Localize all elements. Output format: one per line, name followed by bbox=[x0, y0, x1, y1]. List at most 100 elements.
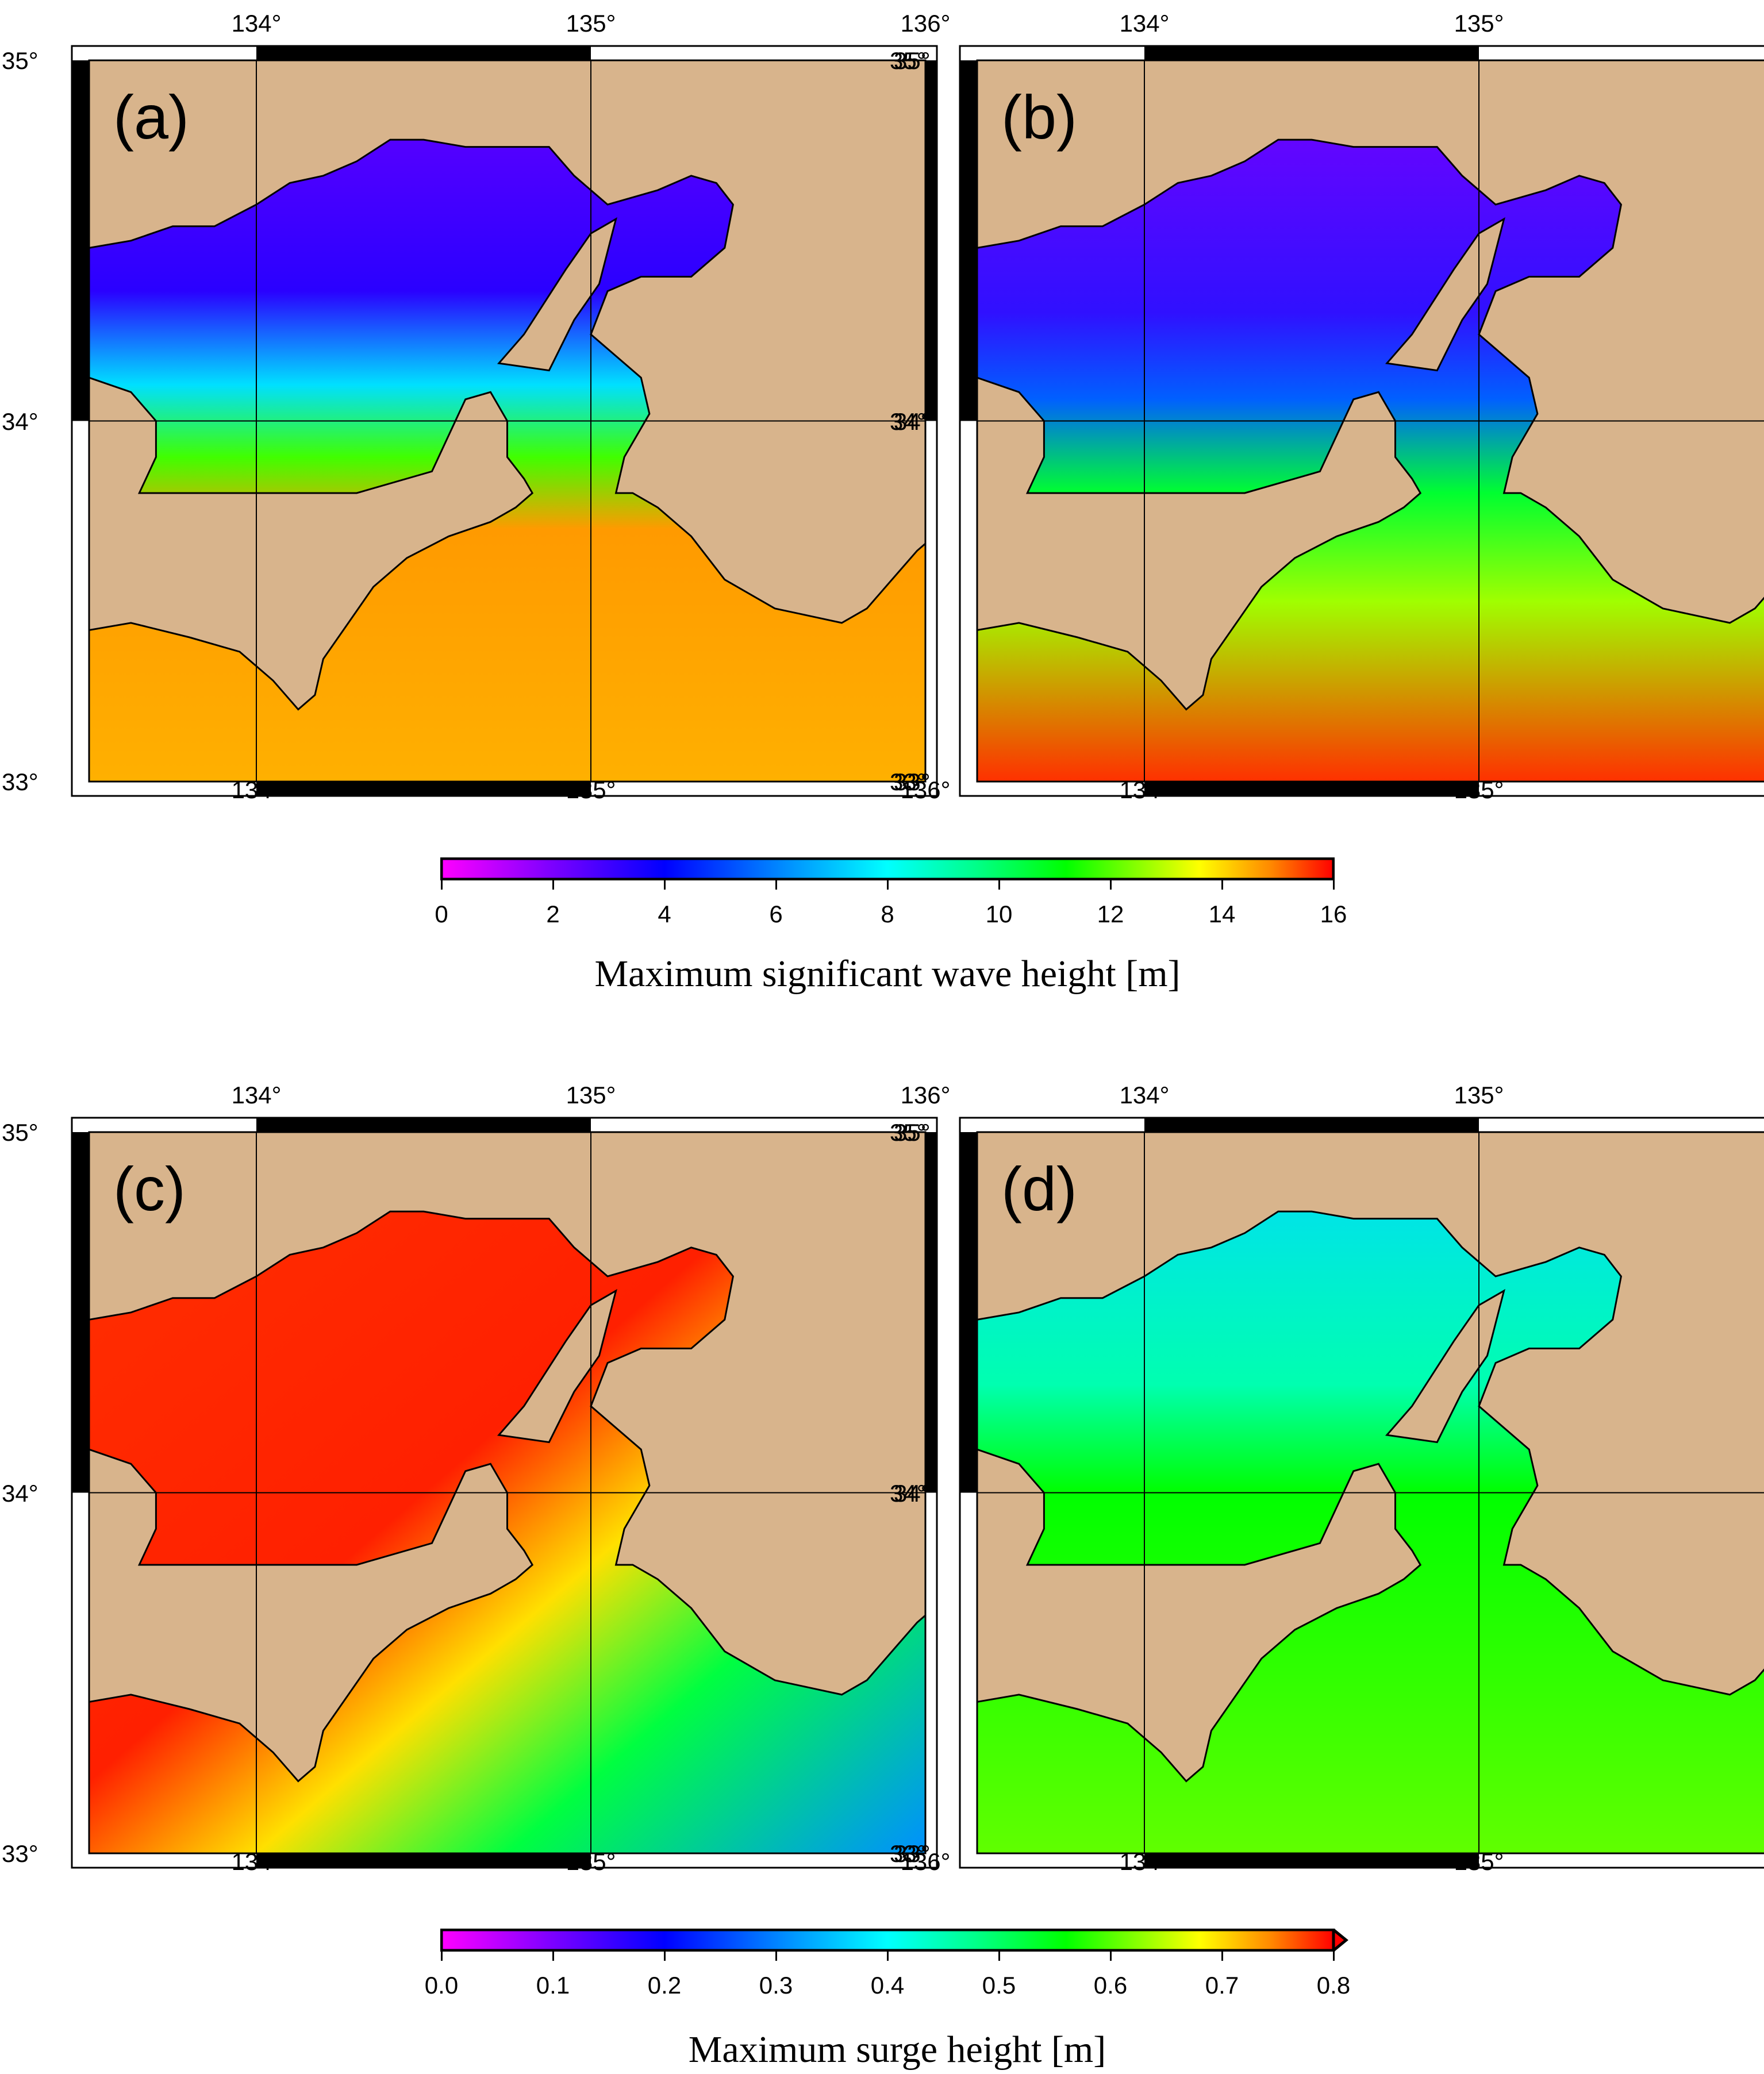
colorbar-tick-mark bbox=[775, 880, 777, 890]
colorbar-tick-mark bbox=[887, 1952, 889, 1961]
colorbar-tick-mark bbox=[552, 1952, 554, 1961]
surge-colorbar: 0.0 0.1 0.2 0.3 0.4 0.5 0.6 0.7 0.8 Maximum surg… bbox=[425, 1929, 1354, 2072]
colorbar-tick-mark bbox=[1110, 1952, 1112, 1961]
lon-tick-label: 134° bbox=[231, 1848, 282, 1875]
lon-tick-label: 135° bbox=[1454, 776, 1504, 803]
lon-tick-label: 135° bbox=[566, 10, 616, 37]
lon-tick-label: 135° bbox=[566, 776, 616, 803]
map-canvas bbox=[71, 1117, 938, 1869]
lat-tick-label: 35° bbox=[2, 47, 39, 74]
lat-tick-label: 34° bbox=[890, 407, 927, 435]
colorbar-tick-label: 0.8 bbox=[1316, 1972, 1351, 1999]
colorbar-tick-mark bbox=[552, 880, 554, 890]
map-panel: (c) 134° 135° 136° 134° 135° 136° 35° 34° 33° 35° 3… bbox=[2, 1083, 950, 1888]
colorbar-tick-label: 8 bbox=[881, 901, 894, 928]
colorbar-tick-mark bbox=[998, 1952, 1000, 1961]
lat-tick-label: 35° bbox=[890, 47, 927, 74]
frame-bar bbox=[256, 46, 591, 60]
colorbar-tick-label: 0.0 bbox=[424, 1972, 459, 1999]
colorbar-tick-mark bbox=[1110, 880, 1112, 890]
map-canvas bbox=[71, 45, 938, 797]
colorbar-tick-label: 6 bbox=[769, 901, 783, 928]
lat-tick-label: 33° bbox=[890, 1840, 927, 1867]
frame-bar bbox=[256, 1853, 591, 1868]
lat-tick-label: 35° bbox=[894, 47, 931, 74]
colorbar-tick-label: 10 bbox=[985, 901, 1013, 928]
colorbar-tick-mark bbox=[664, 880, 666, 890]
lon-tick-label: 135° bbox=[1454, 1848, 1504, 1875]
lon-tick-label: 135° bbox=[566, 1082, 616, 1109]
lon-tick-label: 136° bbox=[900, 1848, 951, 1875]
frame-bar bbox=[925, 1132, 937, 1493]
colorbar-tick-label: 2 bbox=[546, 901, 560, 928]
panel-label: (d) bbox=[1001, 1154, 1077, 1223]
map-canvas bbox=[959, 45, 1764, 797]
lon-tick-label: 135° bbox=[1454, 1082, 1504, 1109]
colorbar-tick-mark bbox=[887, 880, 889, 890]
lon-tick-label: 135° bbox=[566, 1848, 616, 1875]
land-shikoku bbox=[88, 376, 534, 711]
land-honshu bbox=[976, 59, 1764, 624]
colorbar-tick-mark bbox=[441, 880, 443, 890]
frame-bar bbox=[72, 60, 89, 421]
frame-bar bbox=[925, 60, 937, 421]
colorbar-tick-label: 0.4 bbox=[870, 1972, 905, 1999]
lon-tick-label: 136° bbox=[900, 776, 951, 803]
lat-tick-label: 35° bbox=[894, 1119, 931, 1146]
map-canvas bbox=[959, 1117, 1764, 1869]
colorbar-tick-label: 0.7 bbox=[1205, 1972, 1239, 1999]
colorbar-tick-mark bbox=[1221, 1952, 1223, 1961]
colorbar-tick-label: 0.2 bbox=[647, 1972, 682, 1999]
colorbar-tick-mark bbox=[664, 1952, 666, 1961]
map-panel: (a) 134° 135° 136° 134° 135° 136° 35° 34° 33° 35° 3… bbox=[2, 11, 950, 816]
colorbar-tick-mark bbox=[775, 1952, 777, 1961]
wave-colorbar-gradient bbox=[440, 857, 1335, 880]
colorbar-tick-mark bbox=[441, 1952, 443, 1961]
lon-tick-label: 134° bbox=[1119, 1082, 1170, 1109]
lon-tick-label: 135° bbox=[1454, 10, 1504, 37]
colorbar-tick-label: 0.5 bbox=[982, 1972, 1016, 1999]
surge-colorbar-gradient bbox=[440, 1929, 1348, 1952]
frame-bar bbox=[1144, 1118, 1479, 1132]
colorbar-tick-label: 0.3 bbox=[759, 1972, 793, 1999]
lat-tick-label: 35° bbox=[2, 1119, 39, 1146]
land-shikoku bbox=[88, 1448, 534, 1783]
lat-tick-label: 35° bbox=[890, 1119, 927, 1146]
frame-bar bbox=[1144, 1853, 1479, 1868]
colorbar-tick-label: 14 bbox=[1208, 901, 1236, 928]
lon-tick-label: 136° bbox=[900, 1082, 951, 1109]
map-panel: (d) 134° 135° 136° 134° 135° 136° 35° 34° 33° 35° 3… bbox=[890, 1083, 1764, 1888]
lat-tick-label: 33° bbox=[894, 768, 931, 795]
map-panel: (b) 134° 135° 136° 134° 135° 136° 35° 34° 33° 35° 3… bbox=[890, 11, 1764, 816]
lon-tick-label: 134° bbox=[1119, 10, 1170, 37]
lon-tick-label: 134° bbox=[1119, 776, 1170, 803]
lon-tick-label: 134° bbox=[231, 776, 282, 803]
lat-tick-label: 34° bbox=[2, 1479, 39, 1507]
wave-colorbar: 0 2 4 6 8 10 12 14 16 Maximum significant wave h… bbox=[435, 857, 1347, 1001]
lon-tick-label: 136° bbox=[900, 10, 951, 37]
panel-label: (c) bbox=[113, 1154, 186, 1223]
lat-tick-label: 33° bbox=[2, 1840, 39, 1867]
surge-colorbar-title: Maximum surge height [m] bbox=[688, 2029, 1106, 2071]
frame-bar bbox=[256, 782, 591, 796]
lat-tick-label: 33° bbox=[2, 768, 39, 795]
colorbar-tick-label: 4 bbox=[658, 901, 671, 928]
lat-tick-label: 33° bbox=[894, 1840, 931, 1867]
lon-tick-label: 134° bbox=[231, 1082, 282, 1109]
wave-colorbar-title: Maximum significant wave height [m] bbox=[594, 953, 1181, 995]
land-honshu bbox=[976, 1131, 1764, 1696]
colorbar-tick-mark bbox=[998, 880, 1000, 890]
lon-tick-label: 134° bbox=[231, 10, 282, 37]
colorbar-tick-label: 0.6 bbox=[1093, 1972, 1128, 1999]
frame-bar bbox=[960, 1132, 977, 1493]
colorbar-tick-label: 12 bbox=[1097, 901, 1124, 928]
colorbar-tick-mark bbox=[1333, 880, 1335, 890]
extend-max-arrow bbox=[1332, 1929, 1348, 1952]
frame-bar bbox=[256, 1118, 591, 1132]
lon-tick-label: 134° bbox=[1119, 1848, 1170, 1875]
colorbar-tick-label: 16 bbox=[1320, 901, 1347, 928]
frame-bar bbox=[1144, 782, 1479, 796]
colorbar-tick-mark bbox=[1333, 1952, 1335, 1961]
colorbar-tick-label: 0.1 bbox=[536, 1972, 570, 1999]
frame-bar bbox=[1144, 46, 1479, 60]
